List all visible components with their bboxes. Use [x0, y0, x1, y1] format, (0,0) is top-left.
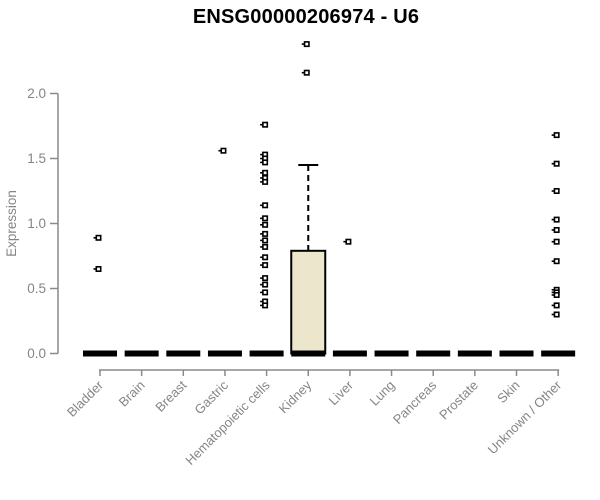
outlier-point [262, 243, 269, 250]
box-iqr [290, 249, 327, 355]
x-category-label: Skin [494, 378, 522, 406]
median-bar [457, 350, 492, 357]
median-bar [374, 350, 409, 357]
outlier-point [553, 291, 560, 298]
outlier-point [262, 281, 269, 288]
outlier-point [95, 234, 102, 241]
outlier-point [303, 69, 310, 76]
y-tick-label: 1.5 [27, 151, 46, 166]
y-tick-label: 0.5 [27, 281, 46, 296]
outlier-point [553, 227, 560, 234]
outlier-point [553, 311, 560, 318]
median-bar [83, 350, 117, 357]
outlier-point [345, 238, 352, 245]
outlier-point [262, 215, 269, 222]
outlier-point [553, 160, 560, 167]
outlier-point [262, 254, 269, 261]
y-tick-label: 1.0 [27, 216, 46, 231]
x-category-label: Bladder [64, 377, 107, 420]
chart-title: ENSG00000206974 - U6 [192, 6, 420, 28]
outlier-point [553, 132, 560, 139]
outlier-point [262, 302, 269, 309]
x-category-label: Liver [325, 377, 356, 408]
x-category-label: Prostate [436, 378, 481, 423]
outlier-point [220, 147, 227, 154]
median-bar [332, 350, 367, 357]
outlier-point [262, 289, 269, 296]
outlier-point [553, 238, 560, 245]
median-bar [541, 350, 576, 357]
outlier-point [553, 258, 560, 265]
y-tick-label: 0.0 [27, 346, 46, 361]
outlier-point [262, 159, 269, 166]
outlier-point [262, 202, 269, 209]
x-category-label: Pancreas [390, 377, 440, 427]
outlier-point [262, 262, 269, 269]
median-bar [207, 350, 242, 357]
y-axis-label: Expression [4, 190, 19, 257]
median-bar [249, 350, 284, 357]
outlier-point [553, 302, 560, 309]
outlier-point [303, 41, 310, 48]
outlier-point [95, 265, 102, 272]
outlier-point [262, 275, 269, 282]
median-bar [124, 350, 159, 357]
outlier-point [553, 216, 560, 223]
outlier-point [262, 221, 269, 228]
median-bar [291, 350, 326, 357]
x-category-label: Breast [152, 377, 189, 414]
outlier-point [262, 237, 269, 244]
outlier-point [262, 121, 269, 128]
outlier-point [262, 178, 269, 185]
outlier-point [262, 169, 269, 176]
outlier-point [262, 230, 269, 237]
x-category-label: Unknown / Other [485, 377, 565, 457]
y-tick-label: 2.0 [27, 86, 46, 101]
median-bar [416, 350, 451, 357]
x-category-label: Lung [367, 378, 398, 409]
x-category-label: Gastric [191, 377, 231, 417]
median-bar [166, 350, 201, 357]
outlier-point [553, 188, 560, 195]
x-category-label: Brain [116, 378, 148, 410]
x-category-label: Kidney [276, 377, 315, 416]
median-bar [499, 350, 534, 357]
